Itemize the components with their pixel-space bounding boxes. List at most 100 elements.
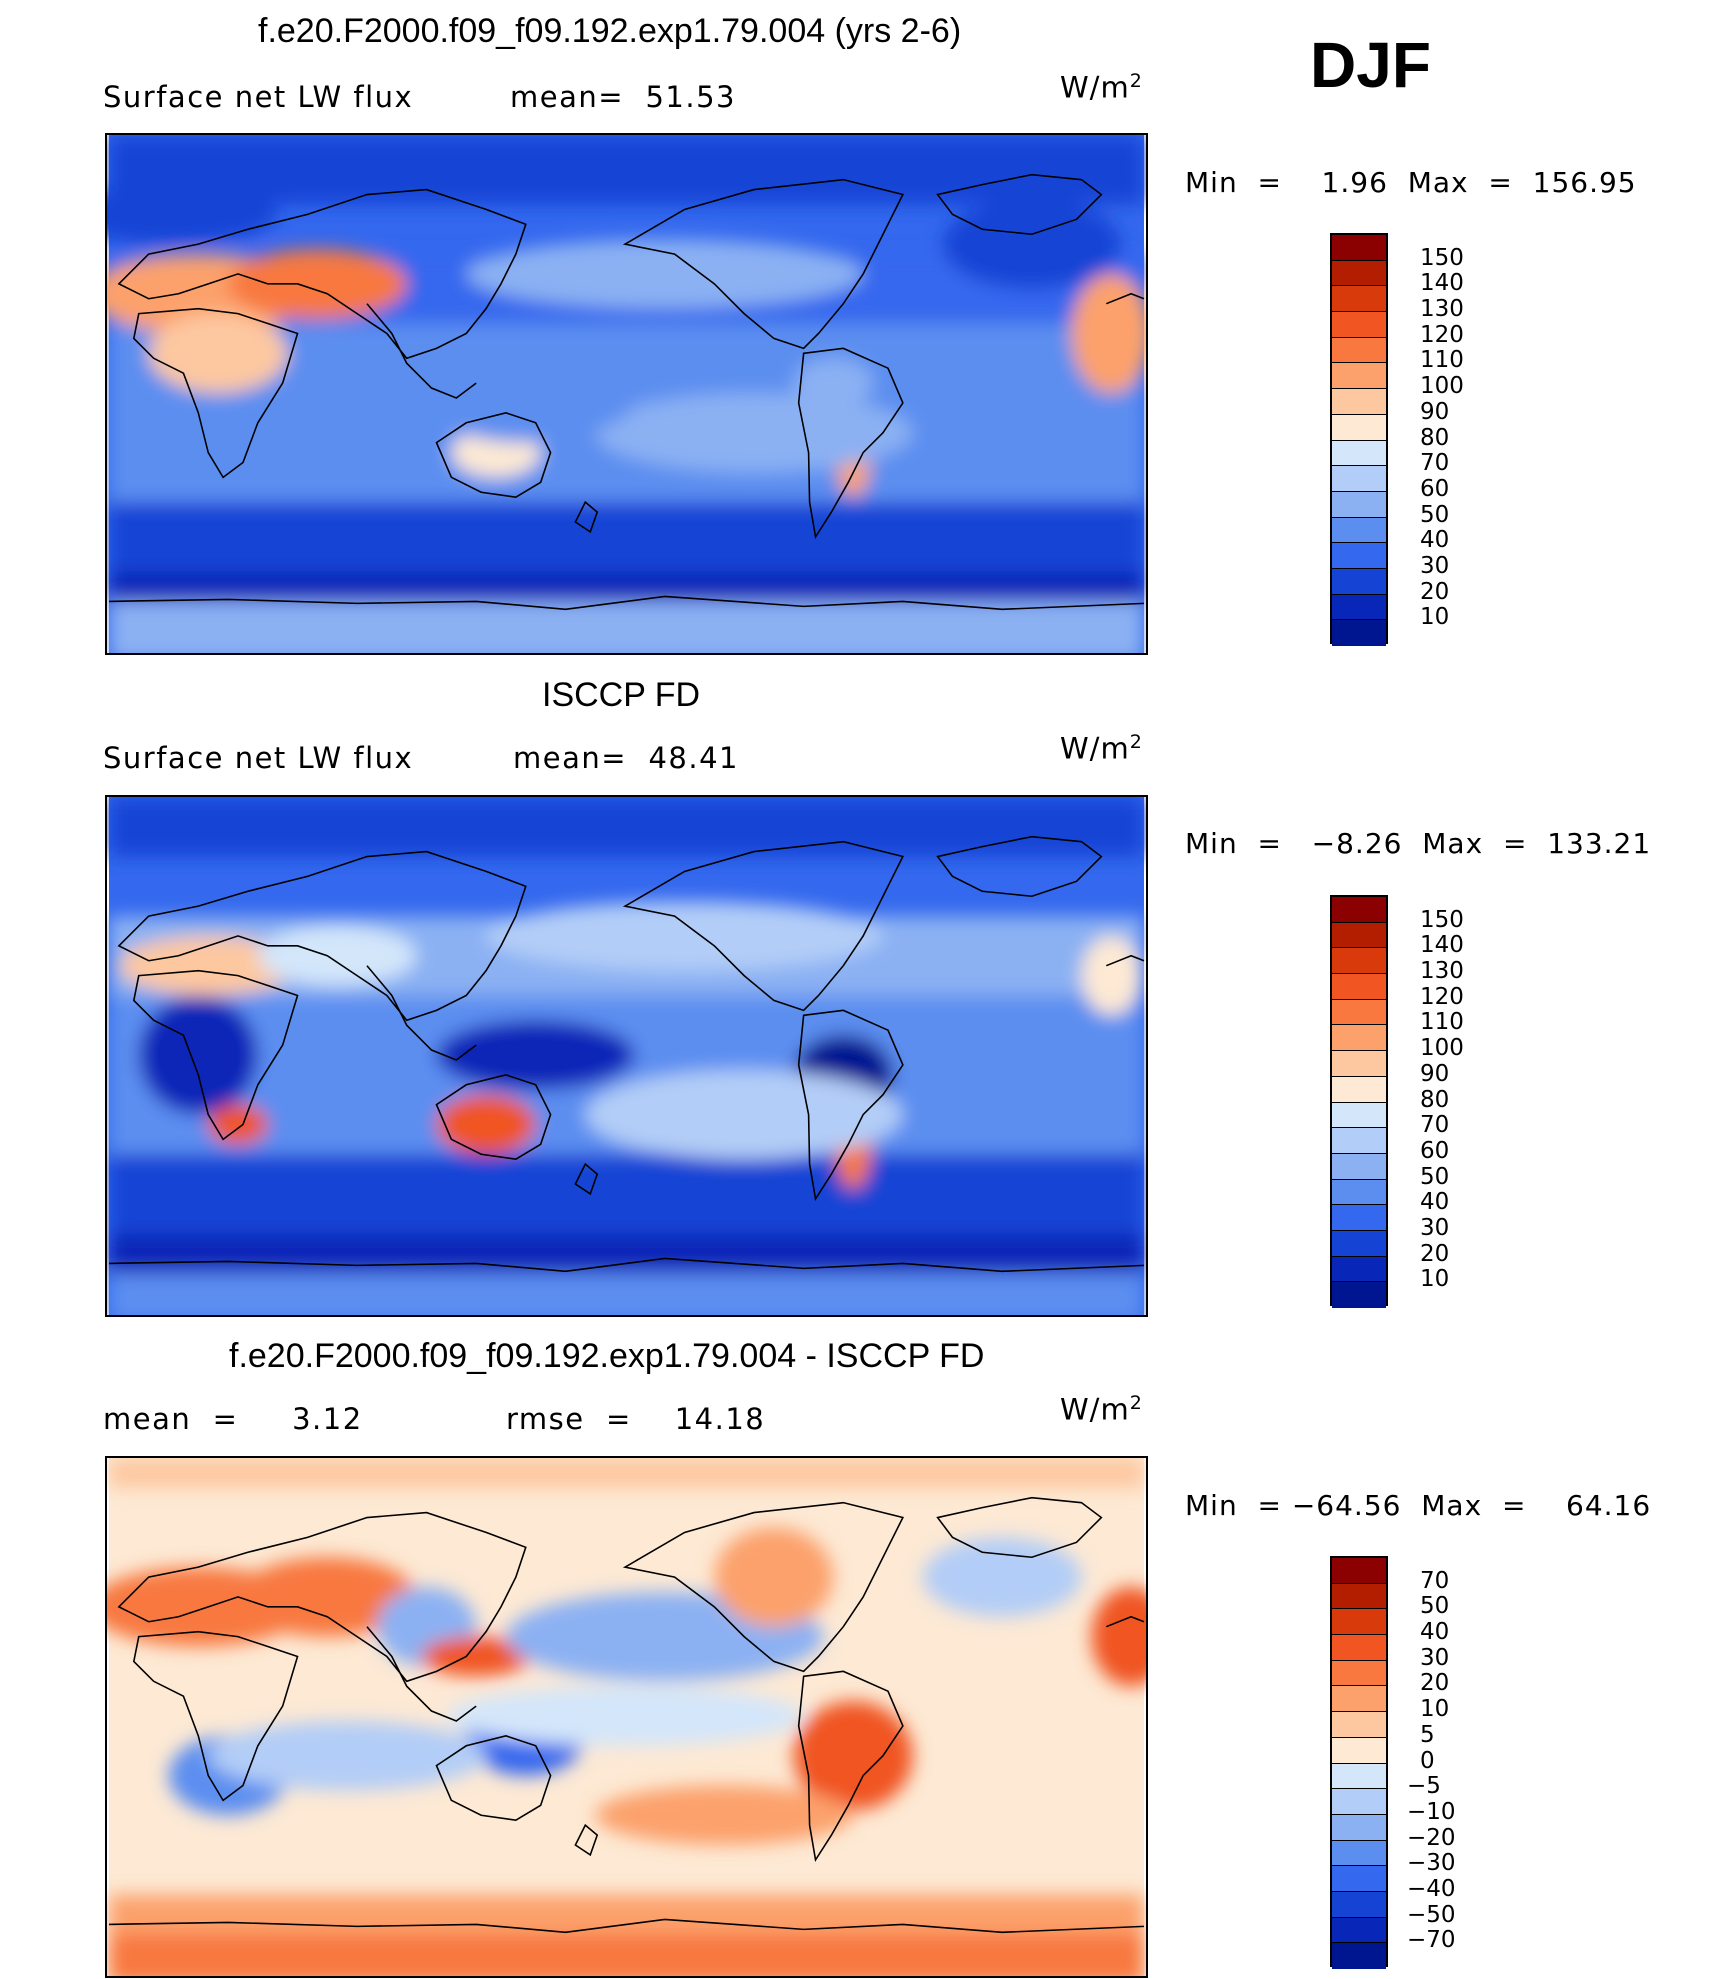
colorbar-swatch	[1332, 1866, 1386, 1892]
colorbar-tick-label: 150	[1420, 906, 1464, 933]
colorbar-swatch	[1332, 466, 1386, 492]
panel-2-mean-label: mean= 48.41	[513, 741, 739, 775]
colorbar-swatch	[1332, 286, 1386, 313]
colorbar-tick-label: 50	[1420, 1163, 1450, 1190]
colorbar-swatch	[1332, 337, 1386, 364]
panel-2-min-max: Min = −8.26 Max = 133.21	[1185, 827, 1652, 860]
season-label: DJF	[1310, 29, 1431, 101]
colorbar-swatch	[1332, 620, 1386, 646]
colorbar-swatch	[1332, 974, 1386, 1000]
colorbar-swatch	[1332, 948, 1386, 975]
colorbar-tick-label: 60	[1420, 475, 1450, 502]
colorbar-tick-label: 50	[1420, 501, 1450, 528]
colorbar-tick-label: −30	[1407, 1850, 1456, 1877]
colorbar-tick-label: 30	[1420, 552, 1450, 579]
panel-2-units: W/m2	[1060, 731, 1143, 766]
colorbar-tick-label: 100	[1420, 1035, 1464, 1062]
colorbar-swatch	[1332, 1558, 1386, 1584]
colorbar-tick-label: 130	[1420, 958, 1464, 985]
colorbar-swatch	[1332, 491, 1386, 518]
panel-2-map	[105, 795, 1148, 1317]
colorbar-swatch	[1332, 1153, 1386, 1180]
colorbar-tick-label: 70	[1420, 1112, 1450, 1139]
panel-1-min-max: Min = 1.96 Max = 156.95	[1185, 166, 1637, 199]
colorbar-swatch	[1332, 1635, 1386, 1661]
colorbar-swatch	[1332, 1256, 1386, 1283]
colorbar-tick-label: 20	[1420, 1240, 1450, 1267]
colorbar-tick-label: 110	[1420, 1009, 1464, 1036]
colorbar-swatch	[1332, 414, 1386, 441]
colorbar-tick-label: −50	[1407, 1901, 1456, 1928]
colorbar-tick-label: 70	[1420, 1567, 1450, 1594]
colorbar-swatch	[1332, 1102, 1386, 1129]
colorbar-tick-label: −10	[1407, 1798, 1456, 1825]
colorbar-tick-label: 140	[1420, 270, 1464, 297]
colorbar-swatch	[1332, 1230, 1386, 1257]
colorbar-tick-label: 20	[1420, 578, 1450, 605]
colorbar-swatch	[1332, 1609, 1386, 1636]
colorbar-tick-label: 0	[1420, 1747, 1435, 1774]
colorbar-tick-label: 30	[1420, 1214, 1450, 1241]
colorbar-tick-label: 150	[1420, 244, 1464, 271]
panel-3-min-max: Min = −64.56 Max = 64.16	[1185, 1489, 1652, 1522]
colorbar-swatch	[1332, 1051, 1386, 1077]
panel-1-title: f.e20.F2000.f09_f09.192.exp1.79.004 (yrs…	[258, 12, 962, 50]
colorbar-swatch	[1332, 517, 1386, 544]
colorbar-tick-label: 140	[1420, 932, 1464, 959]
colorbar-tick-label: −20	[1407, 1824, 1456, 1851]
colorbar-swatch	[1332, 568, 1386, 595]
panel-1-variable-label: Surface net LW flux	[103, 80, 414, 114]
colorbar-tick-label: −40	[1407, 1875, 1456, 1902]
panel-1-map	[105, 133, 1148, 655]
panel-2-variable-label: Surface net LW flux	[103, 741, 414, 775]
colorbar-swatch	[1332, 1128, 1386, 1154]
panel-1-units: W/m2	[1060, 70, 1143, 105]
colorbar-tick-label: −70	[1407, 1927, 1456, 1954]
colorbar-swatch	[1332, 235, 1386, 261]
colorbar-tick-label: 10	[1420, 604, 1450, 631]
colorbar-tick-label: 5	[1420, 1721, 1435, 1748]
colorbar-swatch	[1332, 1025, 1386, 1052]
colorbar-swatch	[1332, 1179, 1386, 1206]
panel-2-title: ISCCP FD	[542, 676, 701, 714]
colorbar-tick-label: 90	[1420, 1060, 1450, 1087]
colorbar-tick-label: 90	[1420, 398, 1450, 425]
panel-3-units: W/m2	[1060, 1392, 1143, 1427]
panel-1-mean-label: mean= 51.53	[510, 80, 736, 114]
colorbar-tick-label: 20	[1420, 1670, 1450, 1697]
colorbar-swatch	[1332, 1789, 1386, 1815]
panel-3-rmse-label: rmse = 14.18	[506, 1402, 766, 1436]
colorbar-swatch	[1332, 1737, 1386, 1764]
colorbar-tick-label: 40	[1420, 1619, 1450, 1646]
colorbar-tick-label: 120	[1420, 321, 1464, 348]
panel-3-colorbar	[1330, 1556, 1388, 1969]
colorbar-swatch	[1332, 1205, 1386, 1231]
colorbar-tick-label: 40	[1420, 1189, 1450, 1216]
colorbar-swatch	[1332, 543, 1386, 569]
colorbar-tick-label: 120	[1420, 983, 1464, 1010]
colorbar-tick-label: 100	[1420, 373, 1464, 400]
colorbar-tick-label: 50	[1420, 1593, 1450, 1620]
colorbar-tick-label: 60	[1420, 1137, 1450, 1164]
colorbar-swatch	[1332, 389, 1386, 415]
colorbar-tick-label: 10	[1420, 1266, 1450, 1293]
colorbar-swatch	[1332, 440, 1386, 467]
colorbar-swatch	[1332, 1583, 1386, 1610]
colorbar-swatch	[1332, 1686, 1386, 1713]
colorbar-swatch	[1332, 1712, 1386, 1738]
colorbar-tick-label: 30	[1420, 1644, 1450, 1671]
colorbar-swatch	[1332, 1917, 1386, 1944]
colorbar-swatch	[1332, 922, 1386, 949]
colorbar-swatch	[1332, 1840, 1386, 1867]
colorbar-swatch	[1332, 999, 1386, 1026]
colorbar-swatch	[1332, 260, 1386, 287]
colorbar-tick-label: −5	[1407, 1773, 1441, 1800]
colorbar-tick-label: 70	[1420, 450, 1450, 477]
colorbar-swatch	[1332, 1660, 1386, 1687]
colorbar-tick-label: 110	[1420, 347, 1464, 374]
colorbar-swatch	[1332, 594, 1386, 621]
colorbar-swatch	[1332, 1282, 1386, 1308]
colorbar-swatch	[1332, 897, 1386, 923]
colorbar-tick-label: 40	[1420, 527, 1450, 554]
colorbar-swatch	[1332, 1891, 1386, 1918]
